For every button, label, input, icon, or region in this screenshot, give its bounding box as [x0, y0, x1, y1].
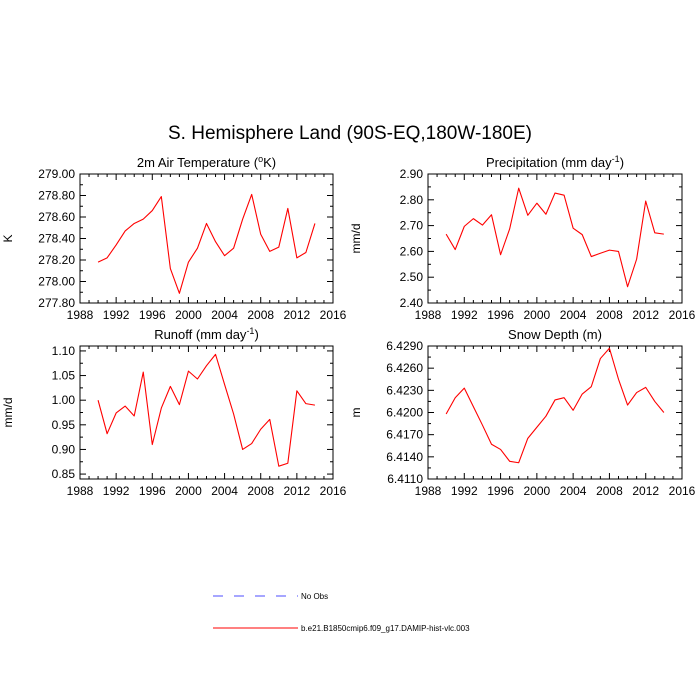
x-tick-label: 2016	[320, 484, 347, 498]
panels: 2m Air Temperature (oK) K 1988 1992 1996 2000…	[1, 154, 696, 498]
x-tick-label: 1992	[451, 484, 478, 498]
panel-title-tail: K)	[263, 155, 276, 170]
x-tick-label: 2012	[632, 484, 659, 498]
legend-label: b.e21.B1850cmip6.f09_g17.DAMIP-hist-vlc.…	[301, 624, 470, 633]
x-tick-label: 2016	[669, 308, 696, 322]
y-tick-label: 2.80	[400, 193, 424, 207]
x-tick-label: 1992	[451, 308, 478, 322]
y-tick-label: 2.70	[400, 219, 424, 233]
x-tick-label: 2008	[247, 308, 274, 322]
x-tick-label: 2000	[175, 308, 202, 322]
chart-panel-2: Precipitation (mm day-1) mm/d 1988 1992 1996…	[349, 154, 696, 322]
x-tick-label: 1992	[103, 484, 130, 498]
panel-title-text: Precipitation (mm day	[486, 155, 612, 170]
y-tick-label: 1.10	[52, 344, 76, 358]
panel-title-superscript: -1	[612, 154, 620, 164]
x-tick-label: 2012	[284, 308, 311, 322]
y-tick-label: 2.90	[400, 167, 424, 181]
panel-title-superscript: -1	[246, 326, 254, 336]
y-tick-label: 2.60	[400, 244, 424, 258]
x-tick-label: 2008	[596, 308, 623, 322]
chart-panel-1: 2m Air Temperature (oK) K 1988 1992 1996 2000…	[1, 154, 347, 322]
x-tick-label: 1988	[415, 308, 442, 322]
y-tick-label: 1.05	[52, 369, 76, 383]
legend-label: No Obs	[301, 592, 328, 601]
y-tick-label: 278.80	[38, 189, 75, 203]
panel-title: Precipitation (mm day-1)	[486, 154, 624, 170]
y-tick-label: 6.4110	[387, 472, 423, 486]
panel-title: Snow Depth (m)	[508, 327, 602, 342]
panel-title-text: Runoff (mm day	[154, 327, 247, 342]
plot-frame	[79, 173, 334, 304]
x-tick-label: 1996	[487, 484, 514, 498]
x-tick-label: 2012	[284, 484, 311, 498]
x-tick-label: 2004	[211, 484, 238, 498]
y-axis-label: m	[349, 408, 363, 418]
plot-frame	[427, 345, 683, 480]
panel-title-text: 2m Air Temperature (	[137, 155, 259, 170]
x-tick-label: 1996	[487, 308, 514, 322]
y-tick-label: 0.90	[52, 442, 76, 456]
series-line-model	[445, 347, 665, 464]
figure-title: S. Hemisphere Land (90S-EQ,180W-180E)	[168, 123, 532, 144]
x-tick-label: 1988	[67, 484, 94, 498]
y-tick-label: 6.4260	[386, 361, 423, 375]
panel-title-tail: )	[620, 155, 624, 170]
x-tick-label: 1988	[415, 484, 442, 498]
y-axis-label: mm/d	[349, 224, 363, 254]
x-tick-label: 2008	[247, 484, 274, 498]
chart-panel-3: Runoff (mm day-1) mm/d 1988 1992 1996 2000 200…	[1, 326, 347, 498]
y-tick-label: 6.4200	[386, 406, 423, 420]
y-tick-label: 277.80	[38, 296, 75, 310]
x-tick-label: 2004	[560, 484, 587, 498]
panel-title-tail: )	[254, 327, 258, 342]
y-tick-label: 0.85	[52, 467, 76, 481]
y-tick-label: 6.4290	[386, 339, 423, 353]
x-tick-label: 1992	[103, 308, 130, 322]
y-tick-label: 2.50	[400, 270, 424, 284]
series-line-model	[97, 353, 316, 467]
series-line-model	[97, 193, 316, 294]
panel-title-superscript: o	[258, 154, 263, 164]
x-tick-label: 2008	[596, 484, 623, 498]
y-axis-label: K	[1, 234, 15, 242]
legend: No Obs b.e21.B1850cmip6.f09_g17.DAMIP-his…	[213, 592, 470, 633]
panel-title-text: Snow Depth (m)	[508, 327, 602, 342]
y-tick-label: 6.4170	[386, 428, 423, 442]
y-tick-label: 1.00	[52, 393, 76, 407]
chart-panel-4: Snow Depth (m) m 1988 1992 1996 2000 2004 2008 2…	[349, 327, 696, 498]
x-tick-label: 2000	[175, 484, 202, 498]
y-tick-label: 6.4140	[386, 450, 423, 464]
x-tick-label: 1996	[139, 308, 166, 322]
y-tick-label: 278.60	[38, 210, 75, 224]
x-tick-label: 2016	[320, 308, 347, 322]
y-axis-label: mm/d	[1, 398, 15, 428]
x-tick-label: 2004	[560, 308, 587, 322]
y-tick-label: 2.40	[400, 296, 424, 310]
y-tick-label: 278.40	[38, 232, 75, 246]
y-tick-label: 6.4230	[386, 383, 423, 397]
y-tick-label: 0.95	[52, 418, 76, 432]
y-tick-label: 278.20	[38, 253, 75, 267]
x-tick-label: 1988	[67, 308, 94, 322]
panel-title: Runoff (mm day-1)	[154, 326, 259, 342]
y-tick-label: 279.00	[38, 167, 75, 181]
x-tick-label: 2016	[669, 484, 696, 498]
panel-title: 2m Air Temperature (oK)	[137, 154, 276, 170]
x-tick-label: 2000	[524, 308, 551, 322]
x-tick-label: 2004	[211, 308, 238, 322]
x-tick-label: 2012	[632, 308, 659, 322]
x-tick-label: 1996	[139, 484, 166, 498]
series-line-model	[445, 187, 664, 288]
y-tick-label: 278.00	[38, 275, 75, 289]
x-tick-label: 2000	[524, 484, 551, 498]
